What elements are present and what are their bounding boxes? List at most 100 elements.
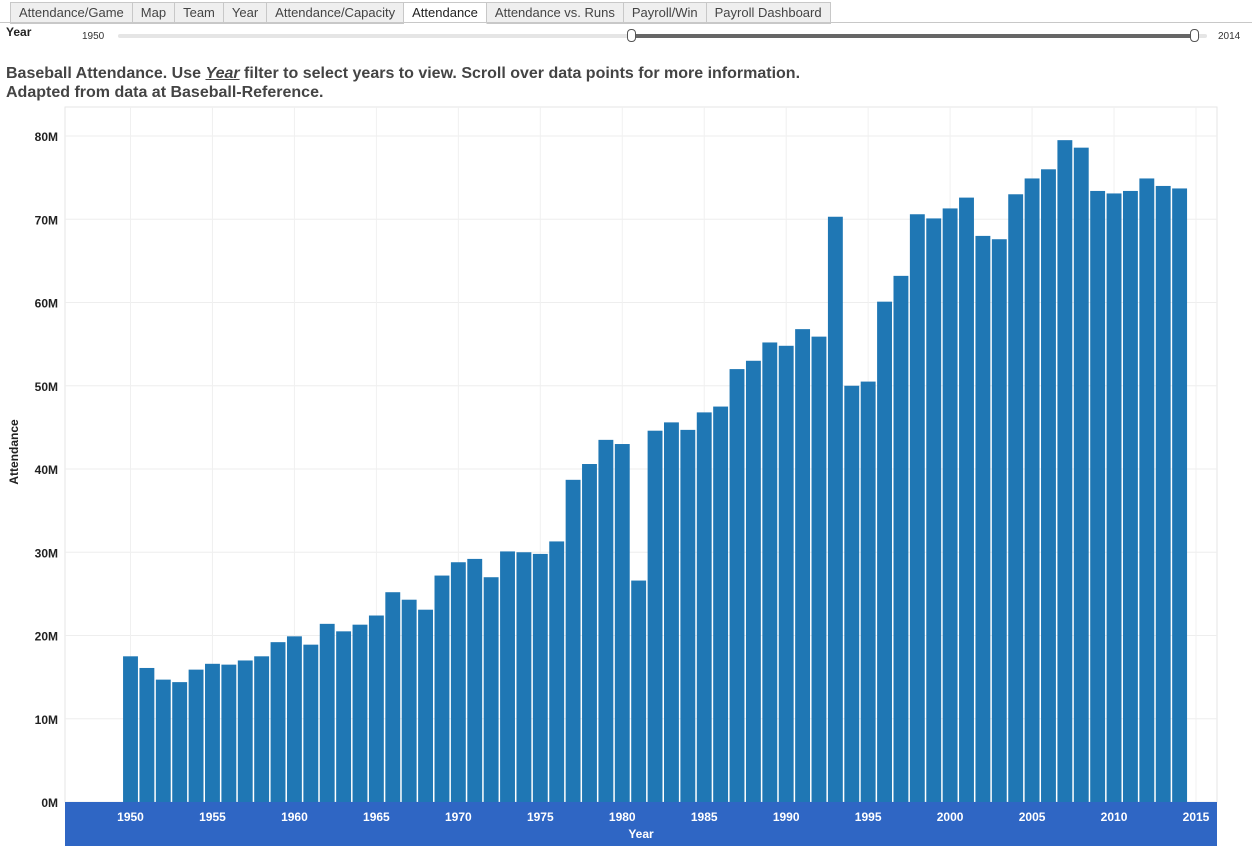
bar-1954[interactable] xyxy=(188,669,204,802)
bar-1975[interactable] xyxy=(532,553,548,802)
bar-1972[interactable] xyxy=(483,577,499,802)
tab-attendance[interactable]: Attendance xyxy=(404,2,487,24)
bar-1957[interactable] xyxy=(237,660,253,802)
bar-2008[interactable] xyxy=(1073,147,1089,802)
tab-divider xyxy=(0,22,1252,23)
tab-map[interactable]: Map xyxy=(132,2,176,24)
bar-1976[interactable] xyxy=(549,541,565,802)
year-range-max-label: 2014 xyxy=(1218,31,1241,42)
bar-1980[interactable] xyxy=(614,444,630,802)
bar-1952[interactable] xyxy=(155,679,171,802)
x-tick-label: 2005 xyxy=(1019,810,1046,824)
bar-2011[interactable] xyxy=(1122,190,1138,802)
bar-1987[interactable] xyxy=(729,369,745,802)
year-slider-selected-range xyxy=(632,34,1195,38)
tab-team[interactable]: Team xyxy=(175,2,224,24)
description-text-end: filter to select years to view. Scroll o… xyxy=(239,65,801,82)
tab-attendance-capacity[interactable]: Attendance/Capacity xyxy=(267,2,405,24)
tab-payroll-win[interactable]: Payroll/Win xyxy=(623,2,707,24)
bar-1979[interactable] xyxy=(598,439,614,802)
bar-1993[interactable] xyxy=(827,216,843,802)
bar-1996[interactable] xyxy=(877,301,892,802)
y-tick-label: 60M xyxy=(35,297,58,311)
bar-1955[interactable] xyxy=(205,663,220,802)
y-tick-label: 30M xyxy=(35,546,58,560)
bar-1965[interactable] xyxy=(368,615,384,802)
bar-1995[interactable] xyxy=(860,381,876,802)
bar-2014[interactable] xyxy=(1172,188,1188,802)
bar-2003[interactable] xyxy=(991,239,1007,803)
bar-1967[interactable] xyxy=(401,599,417,802)
bar-1978[interactable] xyxy=(582,464,597,802)
year-filter-title: Year xyxy=(6,25,32,39)
bar-2006[interactable] xyxy=(1041,169,1056,803)
bar-1968[interactable] xyxy=(418,609,434,802)
bar-1992[interactable] xyxy=(811,336,827,802)
bar-1951[interactable] xyxy=(139,667,155,802)
bar-1962[interactable] xyxy=(319,623,335,802)
bar-1984[interactable] xyxy=(680,429,696,802)
y-tick-label: 80M xyxy=(35,130,58,144)
description-year-link: Year xyxy=(205,65,240,82)
bar-2007[interactable] xyxy=(1057,140,1073,803)
bar-1960[interactable] xyxy=(286,636,302,802)
x-tick-label: 1955 xyxy=(199,810,226,824)
y-tick-label: 40M xyxy=(35,463,58,477)
x-tick-label: 1960 xyxy=(281,810,308,824)
bar-1970[interactable] xyxy=(450,562,466,802)
y-tick-label: 10M xyxy=(35,713,58,727)
bar-2005[interactable] xyxy=(1024,178,1040,802)
tab-year[interactable]: Year xyxy=(223,2,268,24)
bar-1964[interactable] xyxy=(352,624,368,802)
bar-1981[interactable] xyxy=(631,580,647,802)
bar-1966[interactable] xyxy=(385,592,401,802)
bar-2000[interactable] xyxy=(942,208,958,803)
tab-attendance-game[interactable]: Attendance/Game xyxy=(10,2,133,24)
bar-1953[interactable] xyxy=(172,682,188,802)
tab-attendance-vs-runs[interactable]: Attendance vs. Runs xyxy=(486,2,624,24)
bar-1969[interactable] xyxy=(434,575,450,802)
bar-1988[interactable] xyxy=(745,360,761,802)
bar-2002[interactable] xyxy=(975,235,991,802)
x-tick-label: 2010 xyxy=(1101,810,1128,824)
bar-1997[interactable] xyxy=(893,275,909,802)
bar-1961[interactable] xyxy=(303,644,319,802)
y-axis-title: Attendance xyxy=(7,419,21,485)
bar-1963[interactable] xyxy=(336,631,352,802)
x-tick-label: 1985 xyxy=(691,810,718,824)
bar-1990[interactable] xyxy=(778,345,794,802)
bar-1998[interactable] xyxy=(909,214,925,802)
tab-bar: Attendance/Game Map Team Year Attendance/Cap… xyxy=(10,2,831,24)
bar-2009[interactable] xyxy=(1090,190,1106,802)
bar-1977[interactable] xyxy=(565,479,581,802)
bar-1983[interactable] xyxy=(664,422,679,802)
bar-1994[interactable] xyxy=(844,385,860,802)
x-axis-title: Year xyxy=(628,827,654,841)
bar-1956[interactable] xyxy=(221,664,237,802)
bar-2012[interactable] xyxy=(1139,178,1155,802)
bar-1991[interactable] xyxy=(795,329,811,802)
bar-1950[interactable] xyxy=(123,656,138,802)
bar-1989[interactable] xyxy=(762,342,778,802)
year-range-min-label: 1950 xyxy=(82,31,105,42)
bar-1974[interactable] xyxy=(516,552,532,802)
bar-1999[interactable] xyxy=(926,218,942,803)
bar-2004[interactable] xyxy=(1008,194,1024,802)
bar-2010[interactable] xyxy=(1106,193,1122,802)
y-tick-label: 20M xyxy=(35,630,58,644)
x-tick-label: 1975 xyxy=(527,810,554,824)
bar-1971[interactable] xyxy=(467,558,483,802)
bar-1982[interactable] xyxy=(647,430,663,802)
bar-2001[interactable] xyxy=(959,197,974,803)
tab-payroll-dashboard[interactable]: Payroll Dashboard xyxy=(706,2,831,24)
bar-1985[interactable] xyxy=(696,412,712,802)
bar-1973[interactable] xyxy=(500,551,515,802)
description-text-start: Baseball Attendance. Use xyxy=(6,65,206,82)
year-slider-end-handle[interactable] xyxy=(1190,29,1199,42)
bar-1986[interactable] xyxy=(713,406,729,802)
bar-2013[interactable] xyxy=(1155,185,1171,802)
bar-1959[interactable] xyxy=(270,642,286,802)
bar-1958[interactable] xyxy=(254,656,270,802)
year-slider-start-handle[interactable] xyxy=(627,29,636,42)
